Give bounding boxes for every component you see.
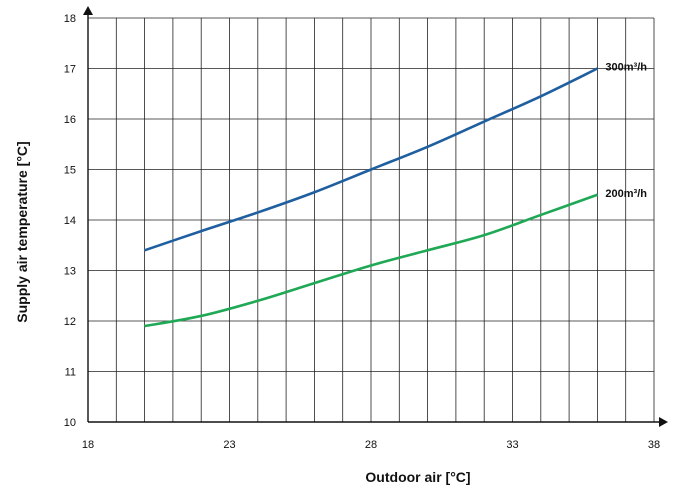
y-tick-label: 17 — [64, 64, 76, 76]
grid — [88, 17, 655, 422]
series-lines — [144, 67, 598, 328]
series-label-0: 300m³/h — [605, 62, 647, 74]
axes — [83, 6, 668, 427]
y-tick-label: 10 — [64, 417, 76, 429]
y-axis-title: Supply air temperature [°C] — [14, 141, 30, 322]
series-line-0 — [144, 67, 598, 252]
x-axis-title: Outdoor air [°C] — [365, 469, 470, 485]
series-line-1 — [144, 193, 598, 328]
y-axis-arrow — [83, 6, 93, 15]
x-tick-label: 38 — [648, 439, 660, 451]
series-label-1: 200m³/h — [605, 188, 647, 200]
y-tick-label: 12 — [64, 316, 76, 328]
y-tick-label: 18 — [64, 13, 76, 25]
y-tick-label: 16 — [64, 114, 76, 126]
x-tick-label: 28 — [365, 439, 377, 451]
y-tick-label: 11 — [65, 367, 76, 379]
y-tick-label: 14 — [64, 215, 76, 227]
tick-labels: 10 11 12 13 14 15 16 17 18 18 23 28 33 38 — [64, 13, 660, 451]
series-labels: 300m³/h 200m³/h — [605, 62, 647, 200]
y-tick-label: 13 — [64, 266, 76, 278]
x-tick-label: 23 — [223, 439, 235, 451]
y-tick-label: 15 — [64, 165, 76, 177]
x-tick-label: 33 — [506, 439, 518, 451]
x-axis-arrow — [659, 417, 668, 427]
x-tick-label: 18 — [82, 439, 94, 451]
